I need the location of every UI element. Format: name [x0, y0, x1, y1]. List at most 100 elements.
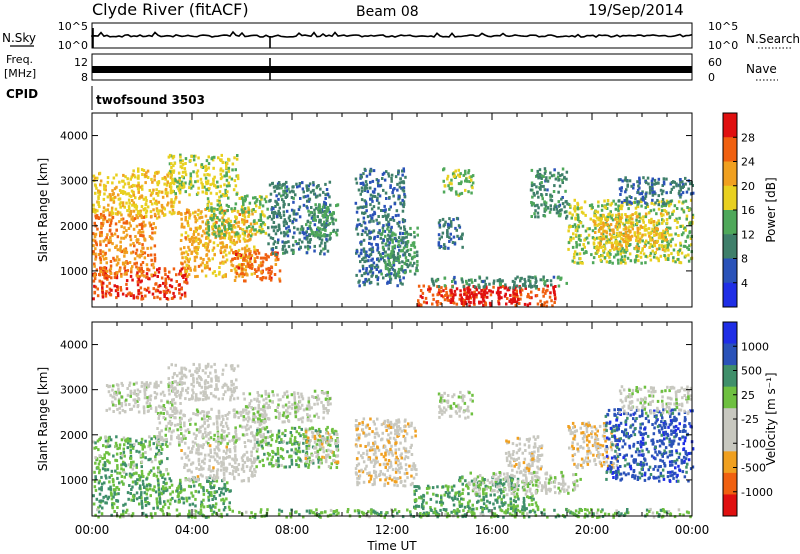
heatmap-cell: [390, 272, 393, 276]
heatmap-cell: [97, 448, 100, 452]
heatmap-cell: [199, 263, 203, 267]
heatmap-cell: [422, 284, 425, 288]
heatmap-cell: [642, 176, 645, 180]
heatmap-cell: [362, 183, 365, 187]
heatmap-cell: [137, 190, 140, 194]
heatmap-cell: [638, 219, 641, 223]
heatmap-cell: [125, 233, 129, 237]
heatmap-cell: [675, 226, 679, 230]
heatmap-cell: [153, 201, 157, 205]
heatmap-cell: [128, 261, 132, 264]
heatmap-cell: [313, 216, 316, 220]
heatmap-cell: [325, 188, 329, 191]
heatmap-cell: [114, 222, 118, 226]
heatmap-cell: [189, 182, 193, 186]
heatmap-cell: [412, 244, 416, 248]
heatmap-cell: [655, 221, 659, 225]
heatmap-cell: [462, 304, 466, 307]
heatmap-cell: [233, 267, 237, 271]
heatmap-cell: [378, 194, 382, 198]
heatmap-cell: [626, 179, 629, 183]
heatmap-cell: [624, 227, 627, 231]
heatmap-cell: [305, 184, 308, 188]
heatmap-cell: [101, 457, 104, 460]
heatmap-cell: [177, 498, 181, 502]
heatmap-cell: [543, 167, 547, 171]
heatmap-cell: [596, 250, 599, 254]
heatmap-cell: [157, 469, 160, 473]
heatmap-cell: [93, 183, 97, 187]
heatmap-cell: [565, 281, 568, 285]
heatmap-cell: [105, 243, 108, 247]
heatmap-cell: [137, 176, 140, 180]
heatmap-cell: [133, 389, 136, 393]
heatmap-cell: [222, 492, 225, 496]
heatmap-cell: [546, 284, 549, 288]
heatmap-cell: [634, 260, 637, 264]
heatmap-cell: [158, 452, 161, 456]
heatmap-cell: [656, 227, 659, 231]
heatmap-cell: [377, 231, 380, 235]
heatmap-cell: [624, 230, 628, 234]
heatmap-cell: [232, 368, 236, 372]
heatmap-cell: [281, 198, 284, 202]
heatmap-cell: [603, 247, 607, 251]
heatmap-cell: [575, 245, 578, 249]
heatmap-cell: [298, 215, 302, 219]
heatmap-cell: [174, 192, 177, 196]
heatmap-cell: [617, 261, 620, 265]
heatmap-cell: [366, 186, 369, 190]
heatmap-cell: [213, 232, 216, 236]
heatmap-cell: [132, 227, 136, 231]
heatmap-cell: [158, 460, 161, 464]
heatmap-cell: [377, 184, 380, 188]
heatmap-cell: [452, 218, 455, 222]
heatmap-cell: [168, 210, 172, 214]
heatmap-cell: [225, 487, 228, 491]
heatmap-cell: [100, 224, 103, 228]
heatmap-cell: [404, 256, 408, 260]
heatmap-cell: [444, 287, 448, 290]
heatmap-cell: [612, 230, 615, 234]
heatmap-cell: [642, 215, 645, 219]
heatmap-cell: [188, 503, 192, 507]
heatmap-cell: [608, 212, 611, 216]
heatmap-cell: [447, 246, 450, 250]
heatmap-cell: [370, 207, 374, 211]
heatmap-cell: [399, 281, 402, 285]
heatmap-cell: [518, 302, 521, 305]
heatmap-cell: [442, 289, 445, 293]
heatmap-cell: [616, 258, 620, 262]
heatmap-cell: [246, 249, 249, 253]
heatmap-cell: [328, 233, 331, 237]
heatmap-cell: [235, 221, 238, 225]
heatmap-cell: [98, 479, 101, 483]
heatmap-cell: [638, 212, 641, 216]
heatmap-cell: [319, 252, 322, 256]
heatmap-cell: [111, 501, 114, 505]
heatmap-cell: [419, 289, 423, 292]
heatmap-cell: [608, 232, 612, 236]
heatmap-cell: [599, 213, 602, 217]
heatmap-cell: [469, 301, 472, 304]
heatmap-cell: [202, 244, 205, 247]
heatmap-cell: [359, 182, 363, 185]
heatmap-cell: [207, 221, 210, 224]
heatmap-cell: [167, 388, 171, 392]
heatmap-cell: [283, 189, 287, 193]
heatmap-cell: [182, 276, 185, 279]
heatmap-cell: [657, 200, 661, 204]
heatmap-cell: [318, 193, 322, 197]
heatmap-cell: [387, 280, 391, 284]
heatmap-cell: [218, 199, 221, 203]
heatmap-cell: [98, 487, 101, 491]
heatmap-cell: [140, 472, 144, 476]
heatmap-cell: [211, 227, 215, 231]
heatmap-cell: [141, 261, 145, 264]
heatmap-cell: [197, 245, 200, 249]
heatmap-cell: [128, 484, 131, 487]
heatmap-cell: [204, 214, 208, 218]
heatmap-cell: [204, 208, 207, 211]
heatmap-cell: [141, 234, 144, 238]
heatmap-cell: [241, 253, 244, 257]
